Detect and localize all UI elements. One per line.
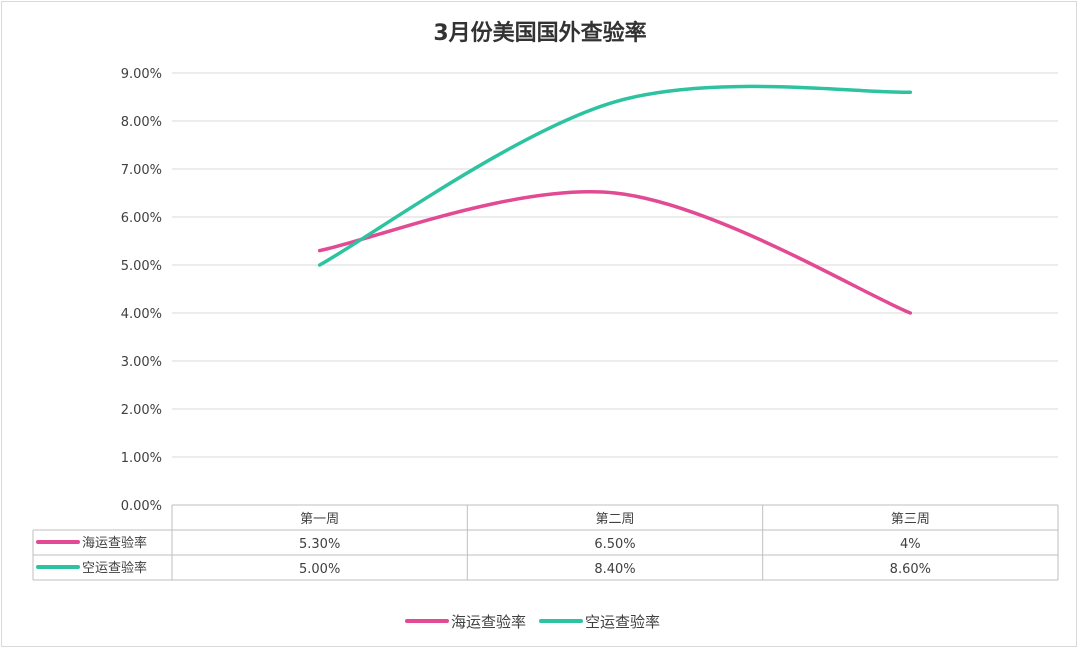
data-label: 8.40% <box>594 562 635 577</box>
y-tick-label: 2.00% <box>121 403 162 418</box>
y-tick-label: 0.00% <box>121 499 162 514</box>
table-series-name: 空运查验率 <box>82 560 147 576</box>
data-label: 4% <box>900 537 921 552</box>
y-tick-label: 1.00% <box>121 451 162 466</box>
y-axis-ticks: 0.00% 1.00% 2.00% 3.00% 4.00% 5.00% 6.00% 7.00%… <box>121 67 162 514</box>
table-series-name: 海运查验率 <box>82 535 147 551</box>
gridlines <box>172 72 1058 506</box>
x-category-label: 第三周 <box>891 512 930 527</box>
y-tick-label: 7.00% <box>121 163 162 178</box>
y-tick-label: 6.00% <box>121 211 162 226</box>
y-tick-label: 3.00% <box>121 355 162 370</box>
chart-title: 3月份美国国外查验率 <box>433 20 646 46</box>
x-category-label: 第二周 <box>595 512 634 527</box>
data-label: 6.50% <box>594 537 635 552</box>
series-line <box>317 84 913 267</box>
legend: 海运查验率 空运查验率 <box>405 613 660 631</box>
legend-label: 空运查验率 <box>585 613 660 631</box>
data-label: 5.30% <box>299 537 340 552</box>
legend-label: 海运查验率 <box>451 613 526 631</box>
y-tick-label: 4.00% <box>121 307 162 322</box>
y-tick-label: 8.00% <box>121 115 162 130</box>
data-label: 8.60% <box>890 562 931 577</box>
x-category-label: 第一周 <box>300 512 339 527</box>
y-tick-label: 5.00% <box>121 259 162 274</box>
series-line <box>317 190 913 315</box>
series-lines <box>317 84 913 315</box>
y-tick-label: 9.00% <box>121 67 162 82</box>
data-label: 5.00% <box>299 562 340 577</box>
